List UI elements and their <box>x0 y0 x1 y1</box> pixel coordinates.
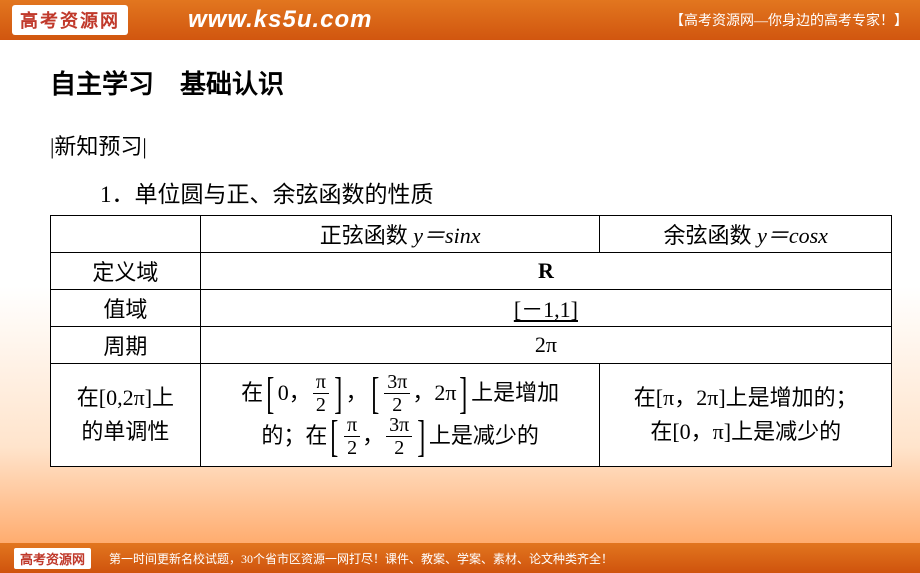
main-content: 自主学习 基础认识 |新知预习| 1．单位圆与正、余弦函数的性质 正弦函数 y＝… <box>0 40 920 467</box>
header-cos: 余弦函数 y＝cosx <box>600 216 892 253</box>
table-header-row: 正弦函数 y＝sinx 余弦函数 y＝cosx <box>51 216 892 253</box>
row-mono-label: 在[0,2π]上 的单调性 <box>51 364 201 467</box>
table-row: 周期 2π <box>51 327 892 364</box>
row-mono-sine: 在 [0， π2 ] ， [ 3π2 ，2π ] 上是增加 的；在 [ π2 ，… <box>200 364 600 467</box>
banner-logo: 高考资源网 <box>12 5 128 35</box>
footer-logo: 高考资源网 <box>14 548 91 569</box>
properties-table: 正弦函数 y＝sinx 余弦函数 y＝cosx 定义域 R 值域 [－1,1] … <box>50 215 892 467</box>
bottom-banner: 高考资源网 第一时间更新名校试题，30个省市区资源一网打尽！课件、教案、学案、素… <box>0 543 920 573</box>
heading-level-3: 1．单位圆与正、余弦函数的性质 <box>100 175 870 209</box>
header-sine: 正弦函数 y＝sinx <box>200 216 600 253</box>
heading-level-2: |新知预习| <box>50 129 870 161</box>
footer-text: 第一时间更新名校试题，30个省市区资源一网打尽！课件、教案、学案、素材、论文种类… <box>109 550 613 567</box>
top-banner: 高考资源网 www.ks5u.com 【高考资源网—你身边的高考专家！】 <box>0 0 920 40</box>
table-row: 值域 [－1,1] <box>51 290 892 327</box>
heading-level-1: 自主学习 基础认识 <box>50 64 870 101</box>
row-period-value: 2π <box>200 327 891 364</box>
banner-slogan: 【高考资源网—你身边的高考专家！】 <box>670 10 908 30</box>
banner-url: www.ks5u.com <box>188 6 373 34</box>
header-empty <box>51 216 201 253</box>
row-domain-label: 定义域 <box>51 253 201 290</box>
table-row: 在[0,2π]上 的单调性 在 [0， π2 ] ， [ 3π2 ，2π ] 上… <box>51 364 892 467</box>
row-domain-value: R <box>200 253 891 290</box>
table-row: 定义域 R <box>51 253 892 290</box>
row-range-value: [－1,1] <box>200 290 891 327</box>
row-mono-cos: 在[π，2π]上是增加的； 在[0，π]上是减少的 <box>600 364 892 467</box>
row-period-label: 周期 <box>51 327 201 364</box>
row-range-label: 值域 <box>51 290 201 327</box>
